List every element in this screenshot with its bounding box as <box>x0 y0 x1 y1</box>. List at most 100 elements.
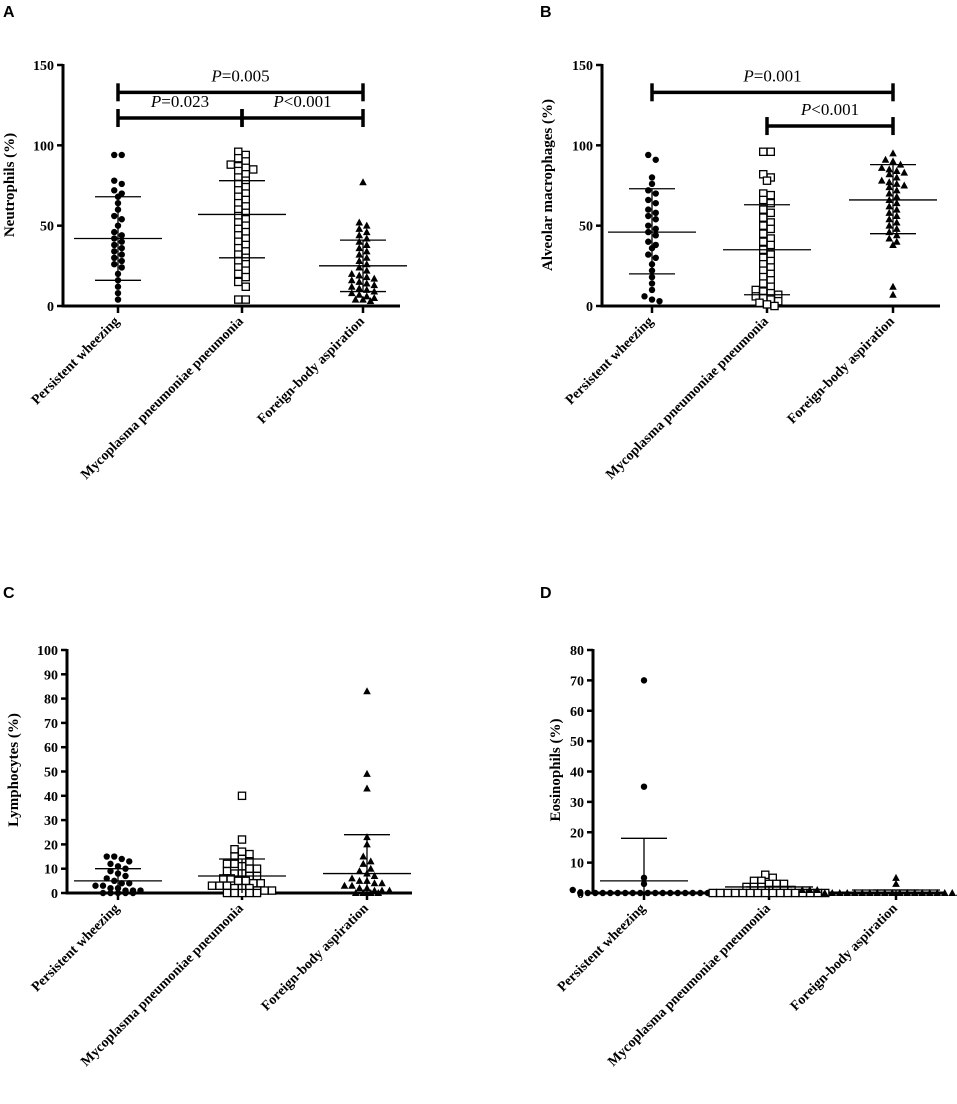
data-point <box>640 783 648 790</box>
data-point <box>111 254 118 261</box>
data-point <box>644 889 651 897</box>
data-point <box>359 178 367 186</box>
y-tick-label: 30 <box>44 814 58 829</box>
data-point <box>222 859 232 869</box>
data-point <box>652 232 659 239</box>
y-tick-label: 70 <box>570 674 584 689</box>
data-point <box>918 889 927 896</box>
data-point <box>129 889 137 897</box>
data-point <box>362 221 371 229</box>
data-point <box>766 208 776 218</box>
data-point <box>885 170 894 178</box>
data-point <box>233 876 243 886</box>
category-label: Persistent wheezing <box>563 314 657 408</box>
data-point <box>252 888 262 898</box>
data-point <box>355 231 364 239</box>
data-point <box>370 886 379 894</box>
data-point <box>881 155 890 163</box>
data-point <box>652 209 659 217</box>
data-point <box>230 859 239 869</box>
data-point <box>355 257 364 265</box>
data-point <box>126 880 133 887</box>
data-point <box>637 889 644 897</box>
data-point <box>107 889 114 897</box>
y-tick-label: 10 <box>570 857 584 872</box>
data-point <box>111 177 118 184</box>
data-point <box>347 269 356 277</box>
data-point <box>118 216 125 223</box>
data-point <box>759 229 768 238</box>
data-point <box>92 882 99 889</box>
data-point <box>885 215 894 223</box>
y-tick-label: 50 <box>40 220 54 235</box>
data-point <box>820 889 829 896</box>
data-point <box>759 213 768 222</box>
category-label: Persistent wheezing <box>29 901 123 995</box>
data-point <box>629 889 636 897</box>
data-point <box>828 889 837 896</box>
panel-a: A 0 50 100 150 Neutrophils (%) Persistent whee… <box>2 4 407 483</box>
data-point <box>237 835 247 844</box>
y-tick-label: 150 <box>33 59 54 74</box>
y-tick-label: 10 <box>44 863 58 878</box>
y-axis-label: Alveolar macrophages (%) <box>540 99 556 271</box>
category-label: Persistent wheezing <box>555 901 649 995</box>
data-point <box>895 889 904 896</box>
data-point <box>652 190 659 197</box>
y-tick-label: 80 <box>44 693 58 708</box>
data-point <box>233 295 243 304</box>
data-point <box>363 784 371 792</box>
data-point <box>241 876 250 886</box>
data-point <box>245 849 254 859</box>
data-point <box>355 867 364 875</box>
data-point <box>776 888 785 898</box>
data-point <box>791 888 800 898</box>
data-point <box>370 293 379 301</box>
data-point <box>682 889 689 897</box>
data-point <box>362 247 371 255</box>
data-point <box>885 183 894 191</box>
y-tick-label: 0 <box>586 300 593 315</box>
p-value-label: P<0.001 <box>800 100 859 119</box>
data-point <box>114 296 122 303</box>
panel-letter: C <box>3 585 15 602</box>
data-point <box>355 271 364 279</box>
data-point <box>362 240 371 248</box>
data-point <box>667 889 674 897</box>
data-point <box>892 205 901 213</box>
y-tick-label: 30 <box>570 796 584 811</box>
data-point <box>645 251 652 258</box>
data-point <box>892 192 901 200</box>
data-point <box>359 859 368 867</box>
data-point <box>892 231 901 239</box>
data-point <box>366 889 375 896</box>
data-point <box>889 290 897 298</box>
data-point <box>355 224 364 232</box>
data-point <box>118 251 125 258</box>
data-point <box>766 240 776 250</box>
data-point <box>798 885 807 893</box>
panel-d: D01020304050607080Eosinophils (%)Persist… <box>540 585 957 1070</box>
data-point <box>940 889 949 896</box>
data-point <box>114 289 122 297</box>
data-point <box>723 888 733 898</box>
data-point <box>652 254 659 261</box>
data-point <box>768 888 778 898</box>
data-point <box>215 881 224 890</box>
data-point <box>233 269 243 279</box>
data-point <box>892 237 901 245</box>
data-point <box>889 240 897 248</box>
data-point <box>865 889 874 896</box>
data-point <box>355 250 364 258</box>
data-point <box>753 888 763 898</box>
data-point <box>592 889 599 897</box>
data-point <box>114 863 122 870</box>
data-point <box>362 253 371 261</box>
panel-letter: B <box>540 4 552 21</box>
data-point <box>762 176 772 185</box>
data-point <box>355 244 364 252</box>
data-point <box>599 889 606 897</box>
data-point <box>645 196 652 204</box>
data-point <box>370 871 379 879</box>
y-tick-label: 50 <box>579 220 593 235</box>
